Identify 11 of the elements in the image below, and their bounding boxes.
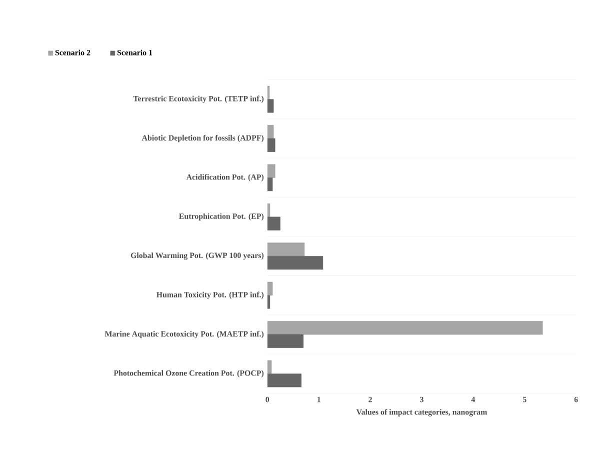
bar	[267, 216, 280, 230]
bar	[267, 242, 305, 256]
bar	[267, 138, 276, 152]
bar	[267, 334, 304, 348]
bar	[267, 374, 302, 388]
bar	[267, 178, 273, 192]
bar	[267, 321, 543, 335]
bar	[267, 256, 324, 270]
bar	[267, 295, 270, 309]
bar	[267, 99, 274, 113]
bar	[267, 164, 276, 178]
